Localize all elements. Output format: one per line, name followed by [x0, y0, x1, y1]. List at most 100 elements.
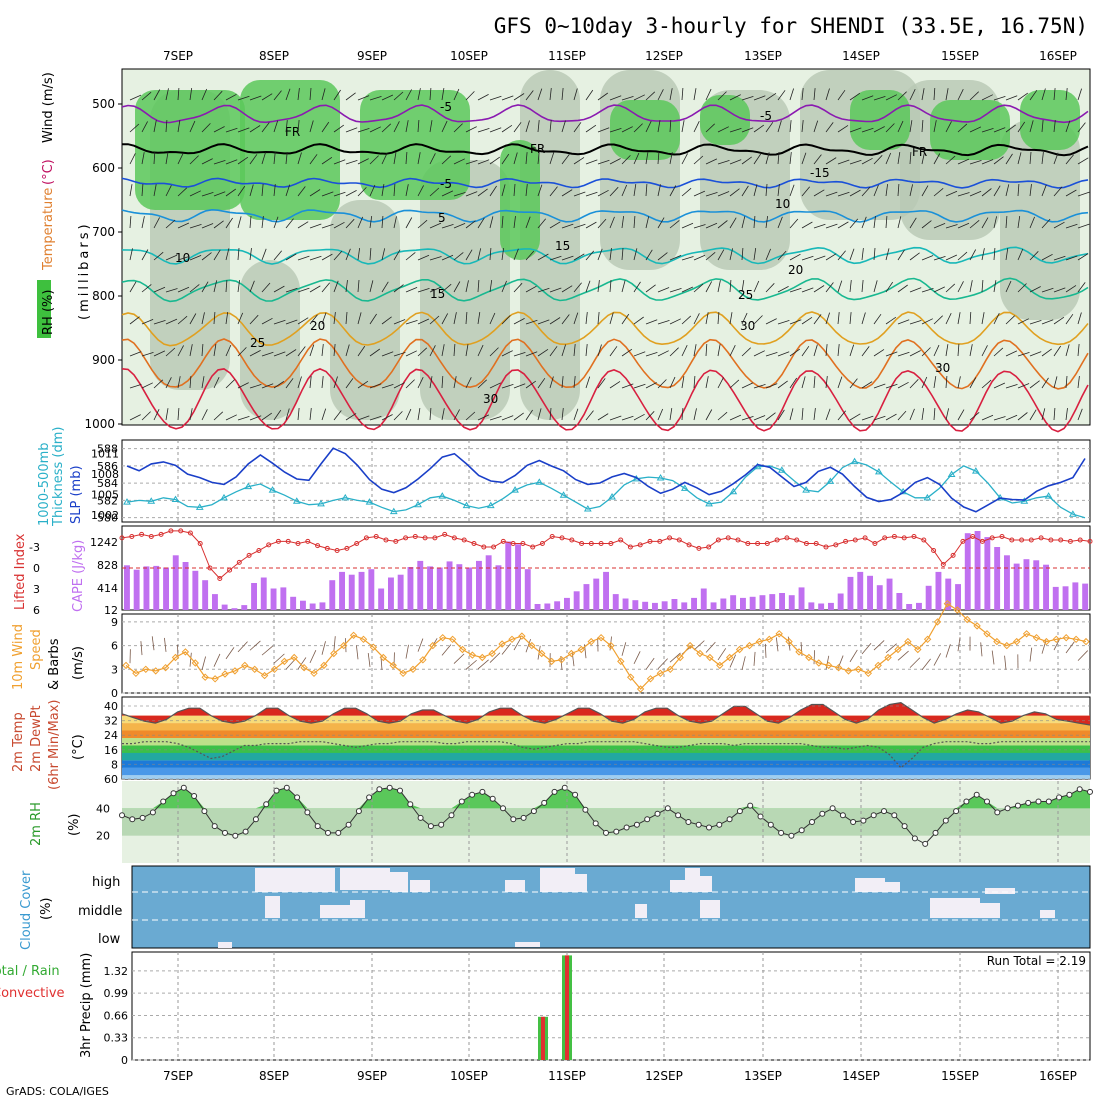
wind-barb	[477, 344, 484, 357]
li-marker	[461, 537, 467, 543]
wind-barb	[1029, 151, 1032, 165]
pressure-tick-label: 700	[92, 225, 115, 239]
slp-tick-label: 1008	[91, 468, 119, 481]
contour-label: FR	[530, 142, 545, 156]
wind-barb	[429, 222, 442, 229]
wind-barb	[441, 190, 454, 197]
wind-barb	[705, 251, 716, 261]
wind-barb	[513, 216, 516, 229]
cape-label: CAPE (J/kg)	[71, 540, 86, 612]
slp-tick-label: 1011	[91, 448, 119, 461]
wind-speed-marker	[557, 656, 566, 664]
wind-barb	[573, 376, 576, 389]
wind10m-barb	[1004, 655, 1007, 670]
wind10m-barb	[321, 641, 326, 655]
contour-label: 30	[935, 361, 950, 375]
wind-barb	[609, 312, 614, 325]
wind-barb	[165, 119, 168, 133]
wind-barb	[633, 413, 645, 421]
wind10m-barb	[825, 655, 830, 670]
wind-barb	[309, 223, 322, 229]
wind10m-barb	[705, 641, 716, 653]
wind-barb	[201, 123, 211, 133]
wind10m-barb	[453, 653, 465, 664]
wind-barb	[825, 253, 837, 261]
wind-barb	[561, 87, 564, 101]
cape-bar	[153, 565, 160, 610]
wind-barb	[321, 312, 327, 325]
wind-barb	[477, 414, 490, 421]
wind-barb	[381, 414, 393, 421]
rh-marker	[355, 808, 362, 815]
wind-speed-marker	[171, 653, 180, 662]
wind-barb	[597, 92, 609, 101]
wind-barb	[525, 285, 537, 293]
wind-barb	[513, 183, 516, 197]
wind-barb	[453, 343, 456, 357]
cape-bar	[661, 601, 668, 610]
rh-marker	[283, 784, 290, 791]
wind-barb	[201, 376, 205, 389]
wind-barb	[381, 351, 394, 357]
wind-barb	[897, 152, 901, 165]
wind-barb	[1065, 88, 1068, 101]
isotherm-30	[121, 338, 1089, 390]
wind-barb	[333, 343, 336, 357]
wind-barb	[789, 348, 801, 357]
temp2m-unit: (°C)	[71, 734, 86, 760]
li-marker	[676, 537, 682, 543]
wind-barb	[201, 223, 214, 229]
cape-bar	[1023, 559, 1030, 610]
li-marker	[696, 545, 702, 551]
wind10m-barb	[861, 643, 872, 655]
wind-speed-marker	[201, 673, 209, 681]
wind-barb	[297, 221, 309, 229]
wind-barb	[993, 382, 1006, 389]
rh-marker	[139, 814, 146, 821]
wind-barb	[369, 415, 382, 421]
wind-barb	[405, 379, 415, 389]
cape-bar	[524, 569, 531, 610]
wind-barb	[849, 159, 862, 165]
wind-barb	[165, 318, 178, 325]
li-marker	[1067, 538, 1073, 544]
temp2m-label-3: (6hr Min/Max)	[47, 700, 62, 790]
wind-barb	[717, 91, 727, 101]
wind-barb	[825, 376, 828, 389]
thickness-marker	[220, 493, 228, 501]
wind-barb	[765, 383, 778, 389]
wind-barb	[729, 159, 742, 165]
cloud-low-block	[218, 942, 232, 948]
wind-barb	[477, 188, 488, 197]
credit-label: GrADS: COLA/IGES	[6, 1085, 109, 1098]
wind-barb	[597, 413, 609, 421]
wind-barb	[669, 408, 673, 421]
wind-barb	[693, 254, 706, 261]
wind-barb	[693, 88, 697, 101]
li-marker	[569, 537, 575, 543]
li-marker	[940, 562, 946, 567]
cloud-mid-block	[635, 904, 647, 918]
wind-barb	[477, 159, 490, 165]
cape-bar	[720, 598, 727, 610]
date-label-bottom: 14SEP	[842, 1069, 880, 1083]
rh-marker	[448, 812, 455, 819]
rh-marker	[839, 812, 846, 819]
wind-barb	[849, 312, 852, 325]
temp-tick-label: 32	[104, 715, 118, 728]
wind-barb	[825, 88, 830, 101]
wind10m-barb	[775, 637, 779, 652]
li-marker	[256, 548, 262, 553]
thickness-marker	[680, 484, 689, 491]
wind-speed-marker	[221, 670, 229, 678]
wind-barb	[621, 383, 634, 389]
wind-barb	[1029, 409, 1037, 421]
wind-barb	[201, 88, 208, 101]
cape-bar	[554, 601, 561, 610]
wind-barb	[369, 96, 382, 101]
wind-barb	[1041, 253, 1053, 261]
